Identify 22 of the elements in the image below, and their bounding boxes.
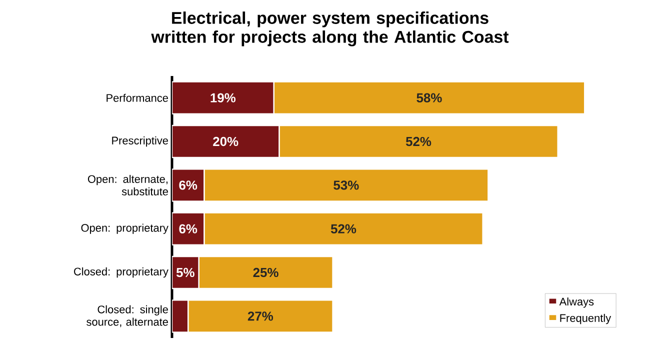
y-tick-label: Open: alternate, substitute [88, 174, 168, 196]
data-label: 20% [213, 136, 238, 146]
legend-label: Frequently [560, 314, 612, 324]
data-label: 58% [416, 93, 442, 102]
data-label: 52% [406, 136, 432, 146]
bar [172, 81, 274, 114]
data-label: 53% [334, 180, 359, 190]
bar [172, 124, 280, 158]
data-label: 5% [176, 268, 194, 278]
y-tick-label: Closed: single source, alternate [86, 305, 168, 328]
data-label: 6% [179, 180, 198, 190]
data-label: 52% [330, 224, 356, 234]
y-tick-label: Closed: proprietary [74, 267, 168, 278]
data-label: 6% [179, 224, 198, 234]
chart-title: Electrical, power system specifications written for projects along the Atlantic Coast [151, 12, 509, 46]
legend-label: Always [559, 297, 594, 308]
data-label: 27% [248, 312, 274, 321]
y-tick-label: Open: proprietary [81, 224, 168, 234]
y-tick-label: Performance [106, 94, 168, 102]
data-label: 19% [210, 93, 236, 102]
y-tick-label: Prescriptive [112, 136, 168, 147]
data-label: 25% [253, 268, 278, 278]
